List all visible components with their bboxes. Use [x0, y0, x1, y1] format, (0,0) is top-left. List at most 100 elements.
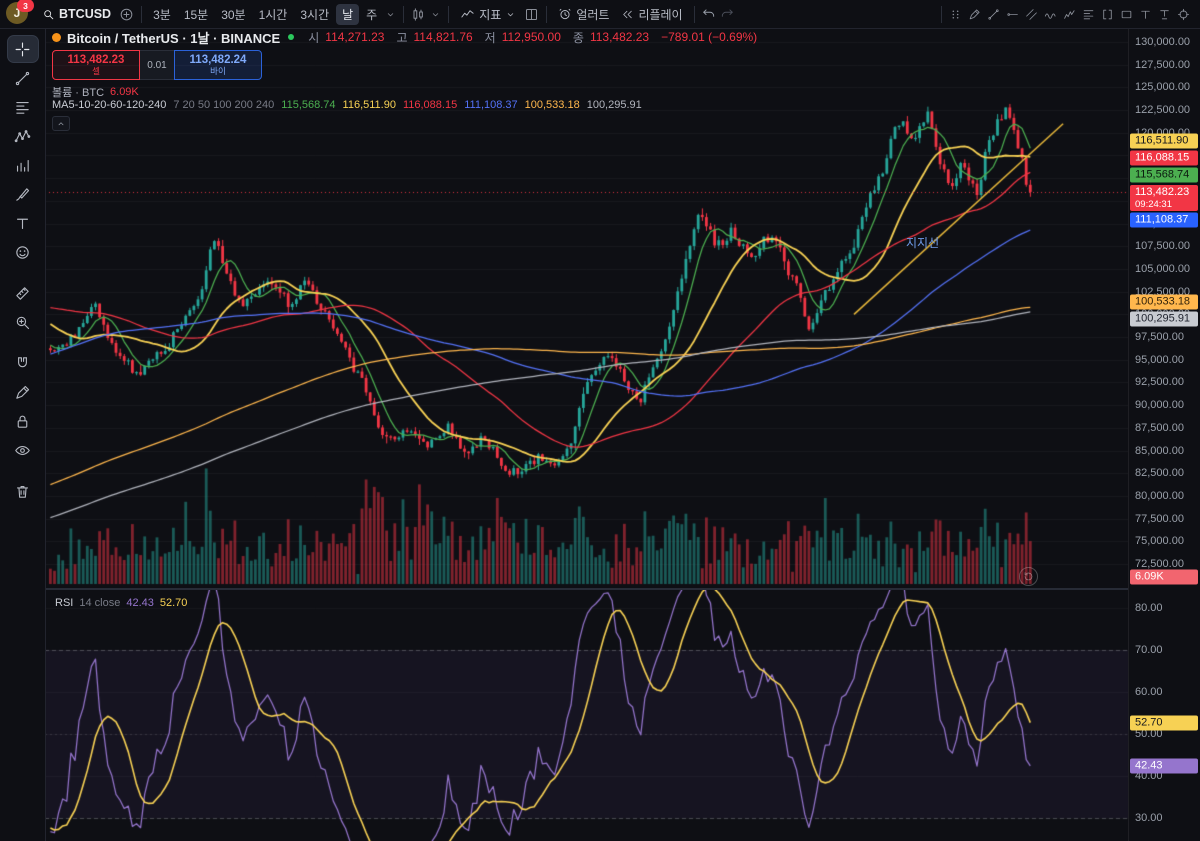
compare-add-button[interactable]: [117, 5, 136, 24]
forecast-tool[interactable]: [8, 152, 38, 178]
price-tick: 105,000.00: [1135, 262, 1191, 275]
chart-legend: Bitcoin / TetherUS · 1날 · BINANCE 시 114,2…: [52, 29, 757, 46]
high-value: 114,821.76: [413, 30, 473, 44]
separator: [693, 5, 695, 23]
undo-icon: [702, 7, 716, 21]
price-tick: 95,000.00: [1135, 353, 1184, 366]
buy-button[interactable]: 113,482.24 바이: [174, 50, 262, 80]
magnet-tool[interactable]: [8, 350, 38, 376]
sell-button[interactable]: 113,482.23 셀: [52, 50, 140, 80]
ma-value: 100,533.18: [524, 99, 580, 111]
text-tool-icon[interactable]: [1137, 6, 1154, 23]
interval-button-15분[interactable]: 15분: [178, 4, 214, 25]
price-tick: 90,000.00: [1135, 399, 1184, 412]
price-tick: 130,000.00: [1135, 36, 1191, 48]
chevron-down-icon: [430, 9, 441, 20]
anchored-note-icon[interactable]: [1156, 6, 1173, 23]
delete-tool[interactable]: [8, 478, 38, 504]
chevron-down-icon: [385, 9, 396, 20]
plus-circle-icon: [119, 7, 134, 22]
redo-button[interactable]: [718, 5, 736, 23]
text-tool[interactable]: [8, 210, 38, 236]
trend-line-tool[interactable]: [8, 65, 38, 91]
rectangle-tool-icon[interactable]: [1118, 6, 1135, 23]
rsi-legend[interactable]: RSI 14 close 42.43 52.70: [55, 597, 187, 609]
lock-tool[interactable]: [8, 408, 38, 434]
rsi-chart-canvas[interactable]: [45, 590, 1128, 841]
interval-button-주[interactable]: 주: [360, 4, 383, 25]
ma-value: 111,108.37: [464, 99, 518, 111]
separator: [546, 5, 548, 23]
low-label: 저: [484, 30, 496, 45]
price-tick: 125,000.00: [1135, 81, 1191, 94]
price-tick: 80,000.00: [1135, 489, 1184, 502]
main-chart-canvas[interactable]: [45, 28, 1128, 588]
price-tick: 97,500.00: [1135, 331, 1184, 344]
chart-style-button[interactable]: [409, 5, 428, 24]
xabcd-pattern-tool[interactable]: [8, 123, 38, 149]
interval-menu-button[interactable]: [383, 7, 398, 22]
interval-button-3시간[interactable]: 3시간: [294, 4, 335, 25]
horizontal-ray-icon[interactable]: [1004, 6, 1021, 23]
price-badge: 52.70: [1130, 715, 1198, 731]
draw-tool[interactable]: [8, 379, 38, 405]
brackets-icon[interactable]: [1099, 6, 1116, 23]
ma-legend[interactable]: MA5-10-20-60-120-240 7 20 50 100 200 240…: [52, 99, 642, 111]
undo-button[interactable]: [700, 5, 718, 23]
price-badge: 115,568.74: [1130, 167, 1198, 183]
alert-button[interactable]: 얼러트: [552, 4, 615, 25]
draw-pen-icon[interactable]: [966, 6, 983, 23]
target-crosshair-icon[interactable]: [1175, 6, 1192, 23]
ma-value: 116,511.90: [342, 99, 396, 111]
interval-button-30분[interactable]: 30분: [215, 4, 251, 25]
chart-style-menu-button[interactable]: [428, 7, 443, 22]
chart-title[interactable]: Bitcoin / TetherUS · 1날 · BINANCE: [67, 30, 281, 46]
price-tick: 127,500.00: [1135, 58, 1191, 71]
elliott-wave-icon[interactable]: [1061, 6, 1078, 23]
volume-legend[interactable]: 볼륨 · BTC 6.09K: [52, 84, 139, 100]
measure-tool[interactable]: [8, 280, 38, 306]
crosshair-tool[interactable]: [7, 36, 38, 62]
replay-button[interactable]: 리플레이: [615, 4, 688, 25]
price-badge: 111,108.37: [1130, 212, 1198, 228]
pane-divider[interactable]: [45, 588, 1200, 590]
interval-button-3분[interactable]: 3분: [147, 4, 177, 25]
layout-grid-button[interactable]: [522, 5, 541, 24]
symbol-search-button[interactable]: BTCUSD: [36, 5, 117, 23]
zoom-tool[interactable]: [8, 309, 38, 335]
emoji-tool[interactable]: [8, 239, 38, 265]
layout-grid-icon: [524, 7, 539, 22]
indicators-button[interactable]: 지표: [454, 4, 522, 25]
high-label: 고: [396, 30, 408, 45]
rsi-params: 14 close: [79, 597, 121, 609]
market-open-icon: [288, 34, 295, 40]
interval-button-1시간[interactable]: 1시간: [253, 4, 294, 25]
brush-tool[interactable]: [8, 181, 38, 207]
wave-tool-icon[interactable]: [1042, 6, 1059, 23]
ma-value: 100,295.91: [586, 99, 642, 111]
drawing-tools-cluster: [947, 6, 1192, 23]
support-line-annotation[interactable]: 지지선: [906, 236, 940, 250]
price-axis[interactable]: 130,000.00 127,500.00 125,000.00 122,500.00…: [1128, 28, 1200, 841]
favorites-drawer-icon[interactable]: [947, 6, 964, 23]
interval-button-날[interactable]: 날: [336, 3, 360, 25]
price-tick: 107,500.00: [1135, 240, 1191, 253]
indicators-icon: [460, 7, 475, 22]
reset-chart-button[interactable]: [1019, 567, 1038, 586]
user-menu[interactable]: J 3: [6, 0, 34, 26]
trend-line-icon[interactable]: [985, 6, 1002, 23]
reset-arrow-icon: [1023, 571, 1034, 582]
ma-label: MA5-10-20-60-120-240: [52, 99, 167, 111]
parallel-channel-icon[interactable]: [1023, 6, 1040, 23]
price-badge: 100,533.18: [1130, 294, 1198, 310]
separator: [941, 5, 942, 23]
fib-levels-icon[interactable]: [1080, 6, 1097, 23]
top-toolbar: J 3 BTCUSD 3분 15분 30분 1시간 3시간 날 주 지표 얼러트 리플레이: [0, 0, 1200, 29]
price-tick: 77,500.00: [1135, 512, 1184, 525]
price-tick: 92,500.00: [1135, 376, 1184, 389]
fib-retracement-tool[interactable]: [8, 94, 38, 120]
collapse-legend-button[interactable]: [52, 116, 70, 131]
candlestick-icon: [411, 7, 426, 22]
hide-tool[interactable]: [8, 437, 38, 463]
ma-values: 115,568.74 116,511.90 116,088.15 111,108.37…: [281, 99, 641, 111]
